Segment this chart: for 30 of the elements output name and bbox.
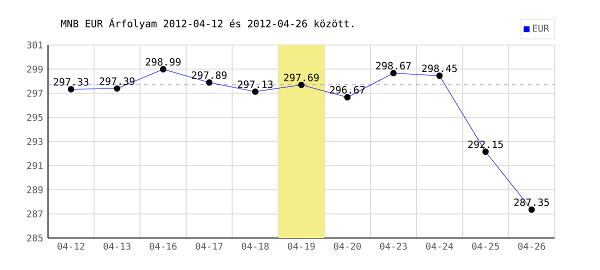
data-label: 297.33 (54, 78, 88, 86)
x-tick-label: 04-23 (380, 242, 407, 250)
y-tick-label: 301 (27, 41, 43, 49)
data-label: 298.45 (422, 64, 457, 72)
chart-title: MNB EUR Árfolyam 2012-04-12 és 2012-04-26 között. (61, 18, 354, 30)
x-tick-label: 04-13 (104, 242, 130, 250)
y-tick-label: 287 (27, 210, 43, 218)
data-label: 297.89 (192, 71, 227, 79)
y-tick-label: 295 (27, 114, 43, 121)
legend-label: EUR (533, 24, 550, 32)
x-tick-label: 04-25 (472, 242, 499, 250)
y-tick-label: 297 (27, 90, 43, 97)
data-label: 297.39 (100, 77, 134, 85)
x-tick-label: 04-17 (196, 242, 223, 250)
x-tick-label: 04-12 (58, 242, 84, 250)
y-tick-label: 299 (27, 66, 43, 73)
x-tick-label: 04-24 (426, 242, 454, 250)
data-label: 298.67 (376, 62, 411, 70)
x-tick-label: 04-26 (518, 242, 546, 250)
data-label: 297.13 (238, 80, 273, 88)
y-tick-label: 293 (27, 138, 43, 146)
y-tick-label: 285 (27, 234, 43, 242)
x-tick-label: 04-16 (150, 242, 177, 250)
data-label: 297.69 (284, 74, 319, 82)
x-tick-label: 04-20 (334, 242, 361, 250)
y-tick-label: 291 (27, 162, 43, 170)
x-tick-label: 04-18 (242, 242, 269, 250)
x-tick-label: 04-19 (288, 242, 315, 250)
y-tick-label: 289 (27, 186, 43, 194)
data-label: 298.99 (146, 58, 181, 66)
